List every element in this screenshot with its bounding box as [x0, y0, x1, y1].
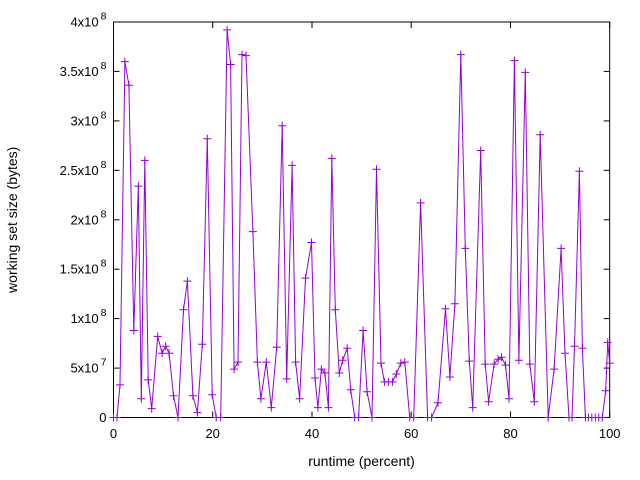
y-axis-title: working set size (bytes): [4, 147, 20, 294]
y-tick-label: 1x10 8: [70, 307, 106, 326]
x-tick-label: 100: [599, 426, 621, 441]
y-tick-label: 4x10 8: [70, 11, 106, 30]
y-tick-label: 1.5x10 8: [60, 258, 107, 277]
y-tick-label: 3.5x10 8: [60, 60, 107, 79]
data-point-markers: [109, 25, 614, 422]
x-tick-label: 60: [404, 426, 418, 441]
data-line: [113, 29, 611, 418]
y-tick-label: 2.5x10 8: [60, 159, 107, 178]
x-tick-label: 40: [305, 426, 319, 441]
y-tick-label: 0: [99, 410, 106, 425]
x-tick-label: 80: [503, 426, 517, 441]
y-tick-label: 5x10 7: [70, 357, 106, 376]
y-tick-label: 3x10 8: [70, 109, 106, 128]
x-tick-label: 0: [110, 426, 117, 441]
y-tick-label: 2x10 8: [70, 208, 106, 227]
x-tick-label: 20: [205, 426, 219, 441]
x-axis-title: runtime (percent): [308, 453, 415, 469]
axis-tick-labels: 0 20 40 60 80 100 0 5x10 7 1x10 8 1.5x10 8 2x10 8 2.5x1…: [60, 11, 621, 442]
